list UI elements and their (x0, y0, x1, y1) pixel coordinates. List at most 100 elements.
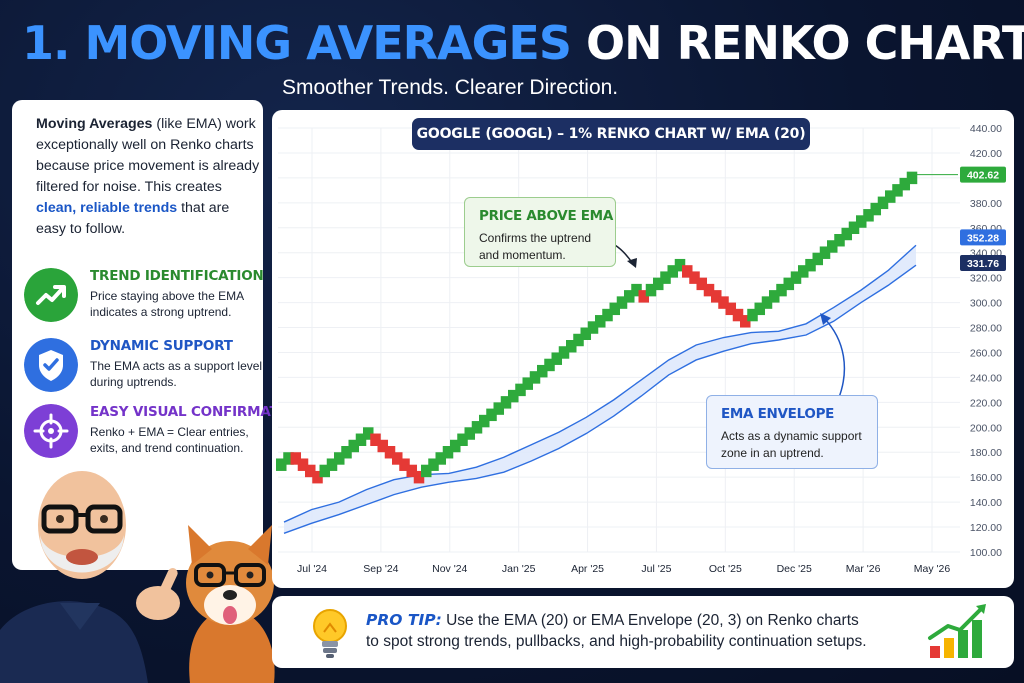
arrow-envelope (823, 317, 846, 401)
renko-brick-down (413, 470, 425, 484)
callout-price-above-ema: PRICE ABOVE EMA Confirms the uptrend and… (464, 197, 616, 267)
x-tick-label: Jul '25 (641, 563, 671, 575)
renko-brick-up (790, 271, 802, 284)
renko-brick-up (450, 439, 461, 453)
renko-brick-up (747, 308, 758, 322)
renko-brick-up (348, 439, 360, 453)
y-tick-label: 120.00 (970, 522, 1002, 534)
renko-brick-down (312, 470, 323, 484)
renko-brick-up (674, 258, 686, 272)
y-tick-label: 300.00 (970, 298, 1002, 310)
renko-brick-down (682, 265, 693, 278)
renko-brick-up (442, 446, 454, 459)
renko-brick-up (551, 352, 563, 365)
y-tick-label: 280.00 (970, 323, 1002, 335)
renko-brick-up (276, 458, 287, 471)
crosshair-icon (24, 404, 78, 458)
page-title: 1. MOVING AVERAGES ON RENKO CHARTS (22, 12, 1024, 74)
renko-brick-up (341, 446, 352, 459)
price-tag-label: 352.28 (967, 232, 999, 244)
renko-brick-up (812, 252, 824, 266)
callout-title: EMA ENVELOPE (721, 406, 835, 422)
renko-brick-up (885, 190, 896, 203)
pro-tip-text: PRO TIP: Use the EMA (20) or EMA Envelop… (366, 610, 926, 652)
renko-brick-down (305, 464, 316, 478)
renko-brick-up (566, 340, 577, 353)
renko-brick-up (660, 271, 671, 284)
renko-bricks (276, 171, 958, 484)
intro-bold: Moving Averages (36, 116, 153, 132)
price-tag (960, 254, 1006, 271)
man-beard (40, 535, 124, 573)
renko-brick-up (848, 221, 860, 234)
dog-body (189, 607, 275, 683)
x-tick-label: Mar '26 (846, 563, 881, 575)
renko-brick-up (805, 258, 816, 272)
price-tag-label: 402.62 (967, 170, 999, 182)
callout-line: zone in an uptrend. (721, 446, 824, 460)
pro-tip-label: PRO TIP: (366, 611, 442, 629)
price-tags: 402.62 352.28 331.76 (960, 166, 1006, 271)
y-tick-label: 180.00 (970, 447, 1002, 459)
y-tick-label: 160.00 (970, 472, 1002, 484)
callout-text: Acts as a dynamic support zone in an upt… (721, 428, 862, 462)
renko-brick-up (819, 246, 831, 259)
renko-brick-down (696, 277, 708, 291)
renko-brick-up (602, 308, 613, 322)
y-tick-label: 240.00 (970, 372, 1002, 384)
renko-brick-down (377, 439, 389, 453)
callout-line: and momentum. (479, 248, 566, 262)
x-axis-labels: Jul '24 Sep '24 Nov '24 Jan '25 Apr '25 Jul '… (297, 563, 950, 575)
renko-brick-up (653, 277, 664, 291)
renko-brick-up (834, 234, 845, 247)
chart-panel (272, 110, 1014, 588)
ema-lower-line (283, 264, 917, 534)
renko-brick-up (616, 296, 628, 309)
renko-brick-up (471, 421, 483, 434)
y-tick-label: 420.00 (970, 148, 1002, 160)
renko-brick-up (522, 377, 534, 390)
callout-text: Confirms the uptrend and momentum. (479, 230, 591, 264)
growth-bars-icon (928, 604, 986, 658)
y-tick-label: 260.00 (970, 347, 1002, 359)
price-tag-label: 331.76 (967, 258, 999, 270)
intro-highlight: clean, reliable trends (36, 200, 178, 216)
renko-brick-down (732, 308, 744, 322)
renko-brick-up (645, 283, 657, 297)
renko-brick-down (725, 302, 737, 316)
x-tick-label: Apr '25 (571, 563, 604, 575)
lightbulb-icon (313, 609, 347, 658)
price-tag (960, 229, 1006, 246)
x-tick-label: Jan '25 (502, 563, 536, 575)
renko-brick-up (464, 427, 476, 440)
renko-brick-up (334, 452, 345, 465)
x-tick-label: Jul '24 (297, 563, 327, 575)
pro-tip-panel: PRO TIP: Use the EMA (20) or EMA Envelop… (272, 596, 1014, 668)
renko-brick-down (290, 452, 302, 465)
renko-brick-up (493, 402, 505, 415)
renko-brick-up (500, 396, 512, 409)
y-tick-label: 220.00 (970, 397, 1002, 409)
renko-brick-up (580, 327, 592, 340)
dog-glasses (194, 563, 226, 587)
feature-desc: The EMA acts as a support level during u… (90, 359, 263, 389)
renko-brick-up (537, 364, 548, 378)
x-tick-label: May '26 (914, 563, 951, 575)
callout-line: Acts as a dynamic support (721, 429, 862, 443)
renko-brick-up (856, 215, 867, 228)
renko-brick-up (631, 283, 642, 297)
callout-title: PRICE ABOVE EMA (479, 208, 613, 224)
renko-brick-up (363, 427, 374, 440)
renko-brick-up (479, 414, 490, 428)
renko-brick-up (783, 277, 795, 291)
renko-brick-up (435, 452, 447, 465)
x-tick-label: Nov '24 (432, 563, 467, 575)
renko-brick-down (406, 464, 418, 478)
renko-brick-up (776, 283, 787, 297)
man-hand (136, 586, 180, 620)
feature-title: EASY VISUAL CONFIRMATION (90, 404, 306, 420)
mascot-illustration (0, 471, 275, 683)
renko-brick-up (769, 290, 780, 303)
renko-brick-down (718, 296, 729, 309)
renko-brick-up (899, 177, 911, 191)
